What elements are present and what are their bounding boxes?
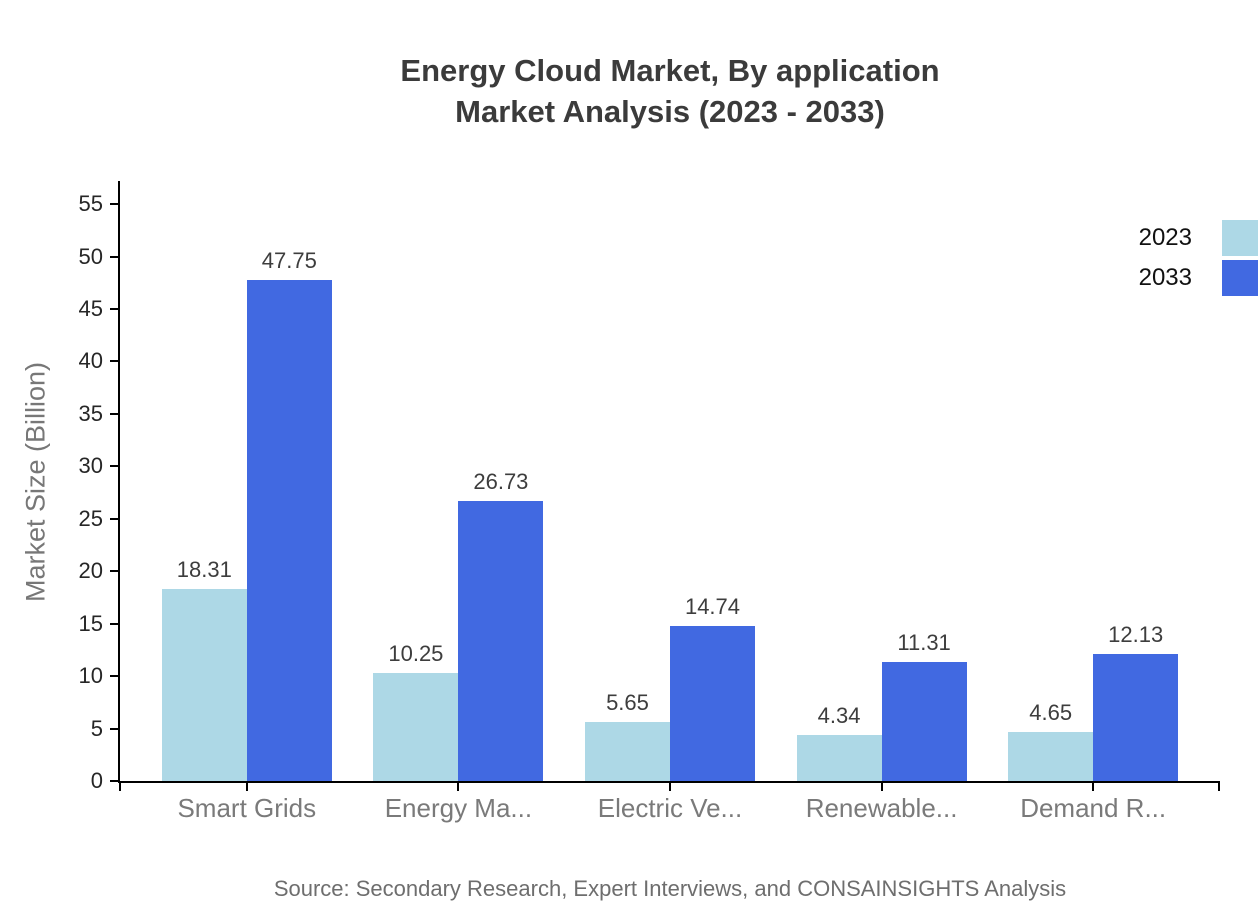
x-axis-category-labels: Smart Grids Energy Ma... Electric Ve... Ren… (120, 793, 1220, 824)
legend-swatch (1222, 260, 1258, 296)
bar-group-electric-ve: 5.65 14.74 (564, 594, 776, 781)
y-axis-tick (110, 675, 118, 678)
bar-group-smart-grids: 18.31 47.75 (141, 248, 353, 781)
x-axis-tick (669, 783, 671, 791)
x-axis-tick (245, 783, 248, 791)
y-axis-tick-label: 15 (78, 610, 103, 636)
y-axis-tick-label: 40 (78, 348, 103, 374)
bar-2023-smart-grids[interactable]: 18.31 (161, 557, 247, 781)
legend-item-2023[interactable]: 2023 (1139, 220, 1258, 256)
y-axis-tick-label: 10 (78, 663, 103, 689)
x-axis-line (118, 781, 1220, 783)
x-axis-category-cell: Smart Grids (141, 793, 353, 824)
y-axis-tick-label: 45 (78, 295, 103, 321)
x-axis-category-label: Energy Ma... (384, 793, 533, 823)
y-axis-tick (110, 727, 118, 730)
bar-value-label: 18.31 (176, 556, 232, 582)
legend-label: 2023 (1138, 224, 1192, 251)
bar-2033-smart-grids[interactable]: 47.75 (246, 248, 332, 781)
y-axis-tick-label: 55 (78, 191, 103, 217)
x-axis-category-cell: Demand R... (987, 793, 1199, 824)
x-axis-category-cell: Energy Ma... (353, 793, 565, 824)
y-axis-tick-label: 20 (78, 558, 103, 584)
bar-group-energy-ma: 10.25 26.73 (353, 469, 565, 781)
x-axis-category-label: Demand R... (1020, 793, 1167, 823)
y-axis-tick (110, 570, 118, 573)
y-axis-tick-label: 25 (78, 505, 103, 531)
y-axis-tick (110, 517, 118, 520)
bar-value-label: 12.13 (1108, 621, 1164, 647)
x-axis-category-cell: Renewable... (776, 793, 988, 824)
y-axis-tick (110, 780, 118, 782)
bar-group-demand-r: 4.65 12.13 (987, 622, 1199, 781)
bar-2033-renewable[interactable]: 11.31 (881, 630, 967, 781)
bar-value-label: 47.75 (261, 248, 317, 274)
x-axis-category-cell: Electric Ve... (564, 793, 776, 824)
legend-label: 2033 (1138, 264, 1192, 291)
x-axis-category-label: Smart Grids (177, 793, 317, 823)
bar-value-label: 4.34 (817, 703, 861, 729)
bar-value-label: 14.74 (684, 594, 741, 620)
legend-item-2033[interactable]: 2033 (1139, 260, 1258, 296)
y-axis-tick-label: 0 (90, 768, 103, 793)
y-axis-tick-label: 30 (78, 453, 103, 479)
bar-value-label: 10.25 (388, 641, 444, 667)
plot-area: 0 5 10 15 20 25 30 35 40 45 50 55 18.31 47.75 10.25 26… (79, 181, 1220, 823)
y-axis-tick-label: 5 (90, 715, 103, 741)
chart-title-line2: Market Analysis (2023 - 2033) (455, 94, 885, 129)
y-axis-tick (110, 622, 118, 625)
bar-2023-demand-r[interactable]: 4.65 (1008, 700, 1094, 781)
bar-2023-energy-ma[interactable]: 10.25 (373, 641, 459, 781)
bar-2033-energy-ma[interactable]: 26.73 (458, 469, 544, 781)
x-axis-tick (880, 783, 883, 791)
x-axis-tick (1092, 783, 1095, 791)
chart-title: Energy Cloud Market, By application Mark… (120, 50, 1220, 132)
x-axis-tick (457, 783, 460, 791)
legend-swatch (1222, 220, 1258, 256)
y-axis-title: Market Size (Billion) (20, 361, 51, 603)
y-axis-line (118, 181, 120, 783)
y-axis-tick (110, 307, 118, 310)
bar-2033-demand-r[interactable]: 12.13 (1093, 622, 1179, 781)
bar-value-label: 5.65 (606, 689, 649, 715)
y-axis-tick (110, 255, 118, 258)
source-caption: Source: Secondary Research, Expert Inter… (273, 876, 1067, 901)
y-axis-tick (110, 465, 118, 468)
bar-value-label: 11.31 (897, 630, 951, 656)
y-axis-tick-label: 35 (78, 400, 103, 426)
bar-value-label: 4.65 (1029, 700, 1073, 726)
bar-group-renewable: 4.34 11.31 (776, 630, 988, 781)
x-axis-category-label: Renewable... (805, 793, 958, 823)
y-axis-tick (110, 203, 118, 206)
bar-2023-electric-ve[interactable]: 5.65 (584, 690, 670, 781)
bars-layer: 18.31 47.75 10.25 26.73 5.65 14.74 4.34 11.31 4.… (120, 181, 1220, 781)
y-axis-tick (110, 412, 118, 415)
chart-title-line1: Energy Cloud Market, By application (400, 53, 940, 88)
x-axis-category-label: Electric Ve... (597, 793, 743, 823)
y-axis-tick-label: 50 (78, 243, 103, 269)
x-axis-tick (1218, 783, 1220, 791)
x-axis-tick (119, 783, 121, 791)
bar-2023-renewable[interactable]: 4.34 (796, 703, 882, 781)
bar-value-label: 26.73 (473, 468, 529, 494)
bar-2033-electric-ve[interactable]: 14.74 (669, 594, 755, 781)
legend: 2023 2033 (1139, 220, 1258, 300)
y-axis-tick (110, 360, 118, 363)
